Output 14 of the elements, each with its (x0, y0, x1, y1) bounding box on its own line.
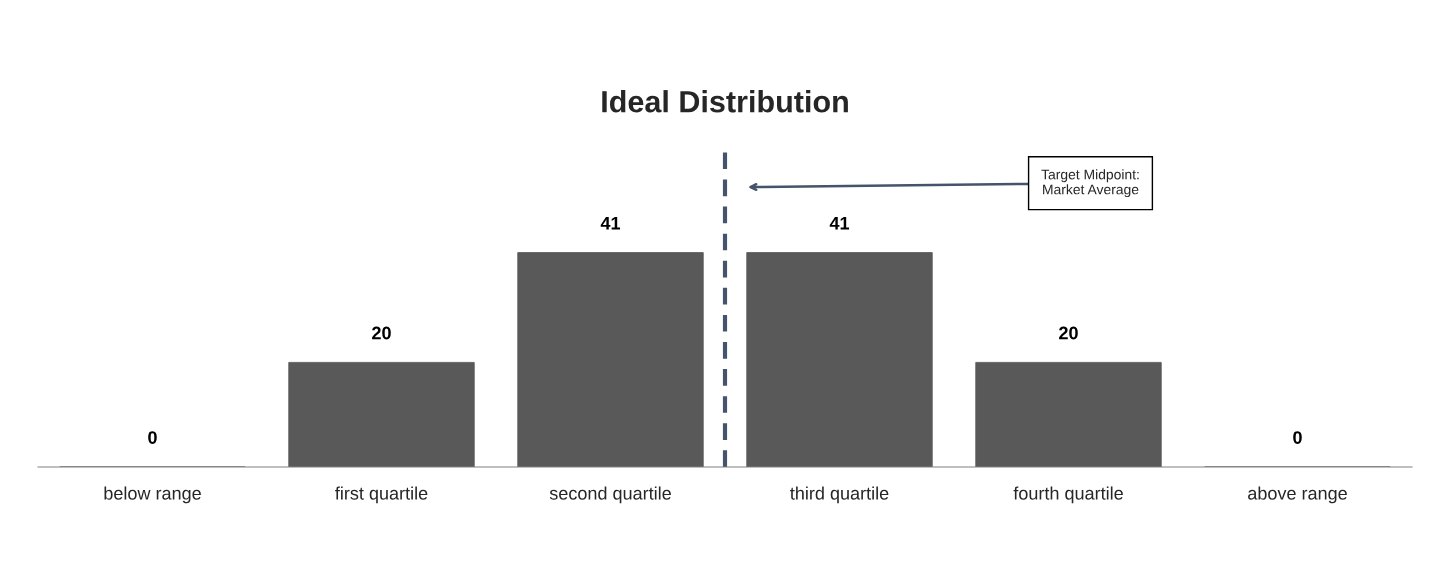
data-label: 0 (1293, 431, 1302, 444)
x-tick-label: fourth quartile (1013, 486, 1123, 504)
data-label: 0 (148, 431, 157, 444)
x-tick-label: below range (104, 486, 201, 504)
data-label: 20 (372, 326, 391, 340)
x-tick-label: third quartile (790, 486, 889, 504)
x-tick-label: second quartile (549, 486, 671, 504)
x-tick-label: above range (1248, 486, 1347, 504)
x-tick-label: first quartile (335, 486, 428, 504)
data-label: 20 (1059, 326, 1078, 340)
data-label: 41 (600, 216, 621, 230)
chart-title: Ideal Distribution (602, 90, 848, 113)
data-label: 41 (829, 216, 850, 230)
text: Target Midpoint: Market Average (1041, 169, 1139, 198)
